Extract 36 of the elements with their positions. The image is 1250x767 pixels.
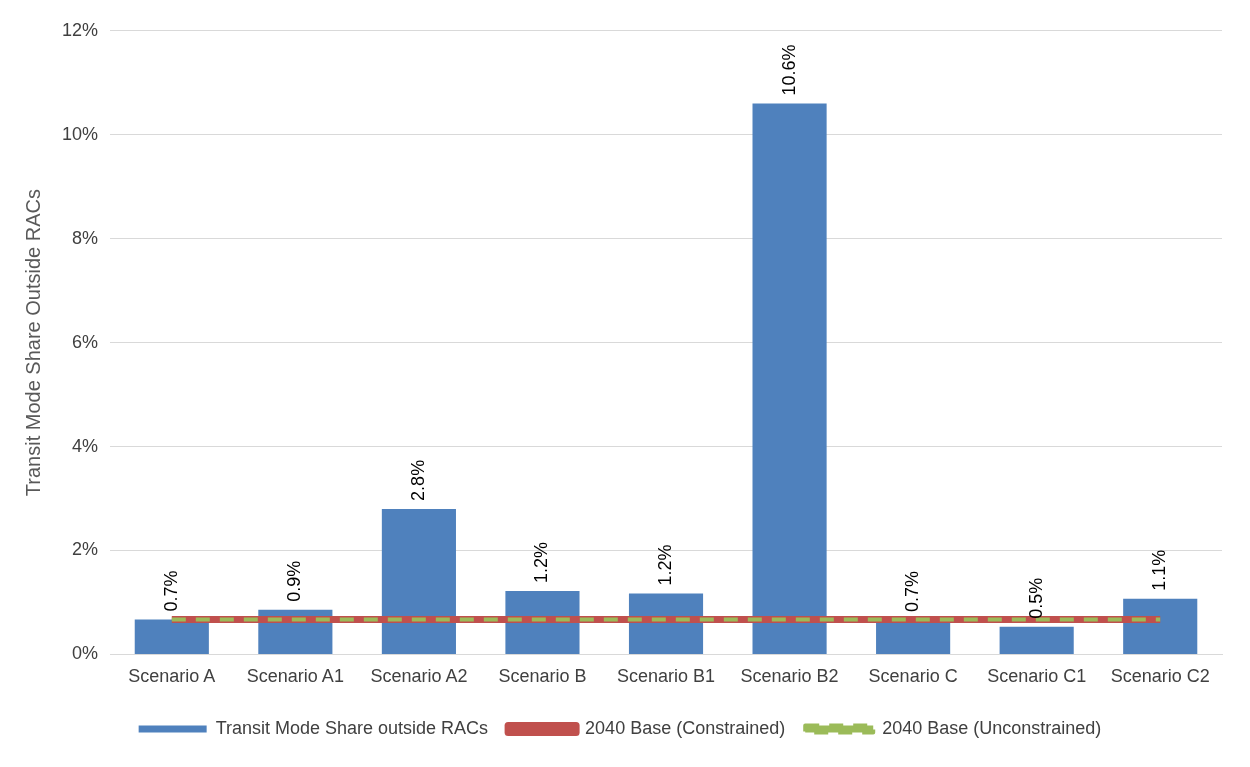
data-label: 1.2%	[654, 544, 675, 586]
bar	[134, 619, 209, 654]
x-tick-label: Scenario C1	[987, 666, 1087, 687]
bar	[999, 626, 1074, 654]
legend-label: 2040 Base (Unconstrained)	[882, 717, 1102, 738]
bar	[1123, 598, 1198, 654]
data-label: 0.7%	[902, 571, 923, 613]
y-tick-label: 2%	[72, 539, 99, 560]
data-label: 0.9%	[284, 560, 305, 602]
legend-label: Transit Mode Share outside RACs	[215, 717, 489, 738]
legend-label: 2040 Base (Constrained)	[585, 717, 786, 738]
bar	[876, 620, 951, 654]
x-tick-label: Scenario C	[868, 666, 958, 687]
bar	[381, 508, 456, 654]
data-label: 10.6%	[778, 44, 799, 96]
x-tick-label: Scenario B1	[616, 666, 716, 687]
data-label: 0.7%	[160, 570, 181, 612]
y-tick-label: 6%	[72, 331, 99, 352]
y-tick-label: 12%	[62, 19, 99, 40]
x-tick-label: Scenario B2	[740, 666, 839, 687]
x-tick-label: Scenario A1	[246, 666, 344, 687]
data-label: 1.2%	[531, 541, 552, 583]
bar	[752, 103, 827, 654]
y-tick-label: 0%	[72, 643, 99, 664]
data-label: 0.5%	[1025, 577, 1046, 619]
y-axis-title: Transit Mode Share Outside RACs	[21, 189, 44, 497]
x-tick-label: Scenario A2	[370, 666, 468, 687]
x-tick-label: Scenario A	[128, 666, 216, 687]
y-tick-label: 4%	[72, 435, 99, 456]
data-label: 2.8%	[407, 459, 428, 501]
x-tick-label: Scenario B	[498, 666, 587, 687]
y-tick-label: 8%	[72, 227, 99, 248]
data-label: 1.1%	[1149, 549, 1170, 591]
bar	[505, 591, 580, 654]
x-tick-label: Scenario C2	[1110, 666, 1210, 687]
y-tick-label: 10%	[62, 123, 99, 144]
